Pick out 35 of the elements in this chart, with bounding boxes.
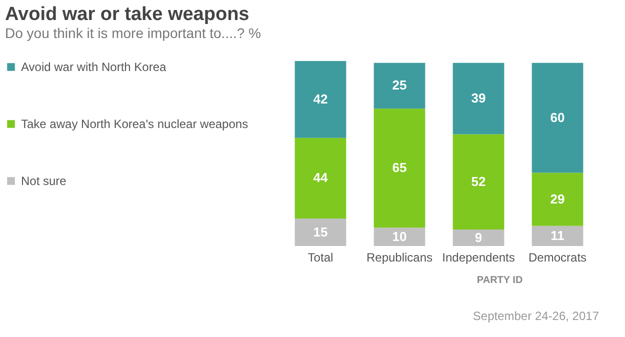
- bar: [532, 172, 584, 226]
- bar: [532, 62, 584, 173]
- bar: [294, 138, 346, 219]
- legend-label: Take away North Korea's nuclear weapons: [21, 117, 248, 131]
- data-label: 9: [474, 230, 482, 245]
- bar: [374, 108, 426, 228]
- data-label: 15: [313, 224, 328, 240]
- x-tick-label: Republicans: [366, 250, 433, 264]
- x-tick-label: Total: [308, 250, 334, 264]
- bar: [374, 228, 426, 246]
- bar: [452, 134, 504, 230]
- text: PARTY ID: [476, 275, 523, 286]
- text: Do you think it is more important to....? %: [5, 25, 261, 41]
- bar: [452, 230, 504, 246]
- bar: [294, 61, 346, 138]
- bar: [532, 226, 584, 246]
- bar: [452, 62, 504, 134]
- data-label: 42: [313, 91, 328, 106]
- bar: [294, 218, 346, 246]
- text: Avoid war or take weapons: [5, 4, 250, 25]
- x-tick-label: Democrats: [528, 250, 587, 264]
- data-label: 60: [550, 110, 565, 125]
- legend-label: Not sure: [21, 174, 67, 188]
- text: September 24-26, 2017: [472, 309, 600, 323]
- data-label: 65: [392, 160, 407, 176]
- data-label: 25: [392, 78, 407, 93]
- data-label: 29: [550, 191, 565, 206]
- data-label: 10: [392, 228, 407, 244]
- legend-label: Avoid war with North Korea: [21, 60, 167, 74]
- data-label: 44: [313, 170, 328, 186]
- data-label: 11: [550, 228, 564, 243]
- data-label: 52: [471, 174, 486, 189]
- x-tick-label: Independents: [442, 250, 515, 264]
- data-label: 39: [471, 90, 486, 106]
- bar: [374, 62, 426, 109]
